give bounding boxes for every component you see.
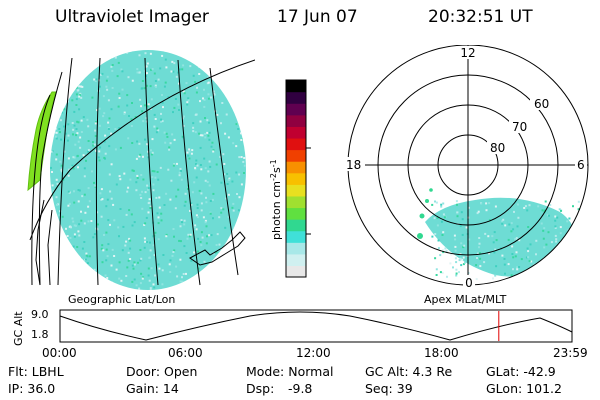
instrument-title: Ultraviolet Imager (55, 7, 209, 27)
altitude-plot: GC Alt 9.0 1.8 (12, 308, 573, 346)
time-label: 20:32:51 UT (428, 7, 533, 27)
polar-caption: Apex MLat/MLT (424, 293, 507, 306)
seq-info: Seq: 39 (365, 381, 413, 396)
dsp-label: Dsp: (246, 381, 275, 396)
glon-info: GLon: 101.2 (486, 381, 562, 396)
flt-info: Flt: LBHL (8, 364, 64, 379)
altitude-axis-label: GC Alt (12, 311, 25, 346)
time-tick-0600: 06:00 (168, 346, 203, 360)
gain-info: Gain: 14 (126, 381, 179, 396)
auroral-oval-emission (425, 197, 582, 282)
gc-alt-info: GC Alt: 4.3 Re (365, 364, 453, 379)
colorbar: 100 10 photon cm-2s-1 (269, 79, 312, 278)
earth-disk (50, 50, 246, 290)
colorbar-label-10: 10 (311, 230, 312, 241)
lat-lon-grid (29, 57, 255, 286)
coastline (35, 199, 246, 286)
polar-bright-spots (417, 188, 433, 239)
colorbar-unit: photon cm-2s-1 (269, 159, 283, 240)
time-tick-1200: 12:00 (296, 346, 331, 360)
altitude-tick-max: 9.0 (31, 308, 49, 321)
mode-info: Mode: Normal (246, 364, 334, 379)
polar-plot: 12 18 6 0 60 70 80 (343, 45, 589, 290)
ip-info: IP: 36.0 (8, 381, 56, 396)
mlt-label-6: 6 (577, 158, 585, 172)
colorbar-label-100: 100 (311, 143, 312, 154)
colorbar-gradient (286, 80, 306, 278)
door-info: Door: Open (126, 364, 198, 379)
time-tick-1800: 18:00 (424, 346, 459, 360)
geo-caption: Geographic Lat/Lon (68, 293, 176, 306)
altitude-tick-min: 1.8 (31, 328, 49, 341)
lat-label-80: 80 (490, 141, 505, 155)
time-tick-2359: 23:59 (553, 346, 588, 360)
mlt-label-0: 0 (465, 276, 473, 290)
lat-label-70: 70 (512, 120, 527, 134)
time-tick-0000: 00:00 (42, 346, 77, 360)
mlt-label-12: 12 (460, 46, 475, 60)
glat-info: GLat: -42.9 (486, 364, 556, 379)
dsp-value: -9.8 (288, 381, 313, 396)
mlt-label-18: 18 (346, 158, 361, 172)
geographic-image (27, 50, 255, 290)
altitude-plot-frame (59, 309, 573, 343)
altitude-curve (59, 311, 573, 341)
lat-label-60: 60 (534, 97, 549, 111)
date-label: 17 Jun 07 (277, 7, 358, 27)
